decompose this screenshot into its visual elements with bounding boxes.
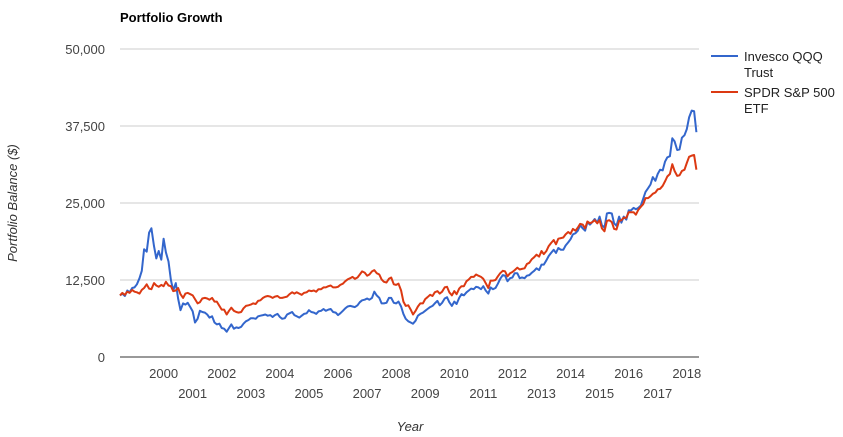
x-tick-label: 2004	[265, 366, 294, 381]
series-line-invesco-qqq	[119, 109, 698, 333]
x-tick-label: 2013	[527, 386, 556, 401]
y-axis-ticks: 0 12,500 25,000 37,500 50,000	[65, 42, 105, 365]
series-lines	[119, 109, 698, 333]
x-tick-label: 2016	[614, 366, 643, 381]
x-tick-label: 2011	[469, 386, 497, 401]
x-tick-label: 2010	[440, 366, 469, 381]
x-tick-label: 2001	[178, 386, 207, 401]
y-axis-label: Portfolio Balance ($)	[5, 144, 20, 262]
x-axis-ticks: 2000200120022003200420052006200720082009…	[149, 366, 701, 401]
series-line-spdr-sp500	[119, 154, 698, 316]
gridlines	[120, 48, 699, 281]
legend: Invesco QQQ Trust SPDR S&P 500 ETF	[711, 49, 835, 116]
x-tick-label: 2008	[382, 366, 411, 381]
x-tick-label: 2012	[498, 366, 527, 381]
y-tick-label: 25,000	[65, 196, 105, 211]
y-tick-label: 0	[98, 350, 105, 365]
x-tick-label: 2005	[294, 386, 323, 401]
x-tick-label: 2007	[353, 386, 382, 401]
x-tick-label: 2009	[411, 386, 440, 401]
y-tick-label: 50,000	[65, 42, 105, 57]
legend-label: Invesco QQQ Trust	[744, 49, 823, 80]
y-tick-label: 37,500	[65, 119, 105, 134]
x-tick-label: 2015	[585, 386, 614, 401]
x-tick-label: 2014	[556, 366, 585, 381]
x-tick-label: 2003	[236, 386, 265, 401]
x-tick-label: 2002	[207, 366, 236, 381]
chart-title: Portfolio Growth	[120, 10, 223, 25]
x-tick-label: 2000	[149, 366, 178, 381]
x-tick-label: 2006	[324, 366, 353, 381]
legend-label: SPDR S&P 500 ETF	[744, 85, 835, 116]
x-tick-label: 2018	[672, 366, 701, 381]
x-tick-label: 2017	[643, 386, 672, 401]
x-axis-label: Year	[397, 419, 424, 434]
y-tick-label: 12,500	[65, 273, 105, 288]
